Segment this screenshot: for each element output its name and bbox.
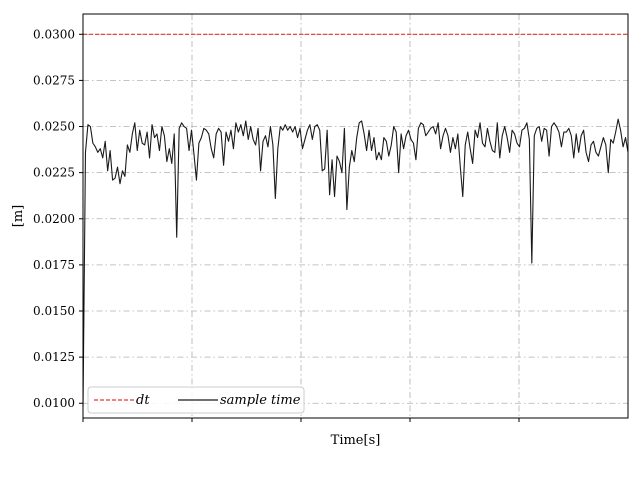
y-tick-label: 0.0250: [33, 120, 75, 134]
y-tick-label: 0.0300: [33, 27, 75, 41]
legend: dt sample time: [87, 386, 305, 414]
x-axis-label: Time[s]: [331, 433, 381, 448]
y-tick-label: 0.0200: [33, 212, 75, 226]
y-tick-label: 0.0150: [33, 304, 75, 318]
y-tick-label: 0.0225: [33, 166, 75, 180]
grid-lines: [83, 14, 628, 418]
plot-series: [82, 33, 629, 407]
y-axis-label: [m]: [11, 205, 26, 227]
y-tick-label: 0.0100: [33, 396, 75, 410]
legend-label-sample-time: sample time: [220, 393, 301, 408]
axis-ticks: 0.0100 0.0125 0.0150 0.0175 0.0200 0.0225 0.02…: [33, 27, 520, 422]
y-tick-label: 0.0125: [33, 350, 75, 364]
y-tick-label: 0.0175: [33, 258, 75, 272]
series-line-sample-time: [82, 118, 629, 407]
legend-label-dt: dt: [136, 393, 150, 408]
y-tick-label: 0.0275: [33, 73, 75, 87]
plot-frame: [82, 13, 629, 419]
